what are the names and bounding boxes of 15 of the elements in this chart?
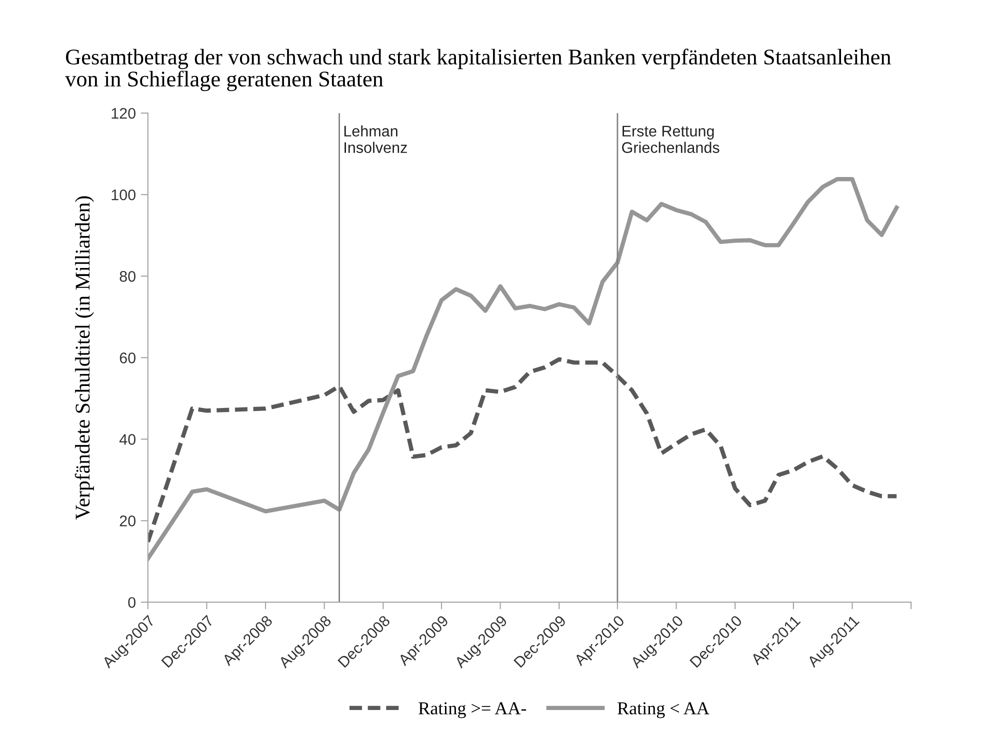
line-series bbox=[148, 177, 899, 561]
y-tick-label: 80 bbox=[120, 271, 136, 282]
y-tick-label: 20 bbox=[120, 516, 136, 526]
chart-title: Gesamtbetrag der von schwach und stark kapitalisierten Banken verpfändeten Staatsanleihen von in Schieflage geratenen Staaten bbox=[65, 48, 891, 92]
y-tick-label: 40 bbox=[119, 434, 136, 445]
y-tick-label: 0 bbox=[128, 597, 136, 608]
y-tick-label: 100 bbox=[112, 189, 136, 200]
ref-line-label: Lehman Insolvenz bbox=[344, 125, 407, 154]
y-tick-label: 60 bbox=[120, 352, 136, 364]
y-tick-label: 120 bbox=[112, 108, 136, 119]
y-axis-title: Verpfändete Schuldtitel (in Milliarden) bbox=[74, 196, 94, 520]
line-series bbox=[148, 357, 899, 544]
legend-label: Rating < AA bbox=[618, 702, 710, 718]
ref-line-label: Erste Rettung Griechenlands bbox=[622, 126, 720, 154]
legend-label: Rating >= AA- bbox=[418, 702, 526, 718]
